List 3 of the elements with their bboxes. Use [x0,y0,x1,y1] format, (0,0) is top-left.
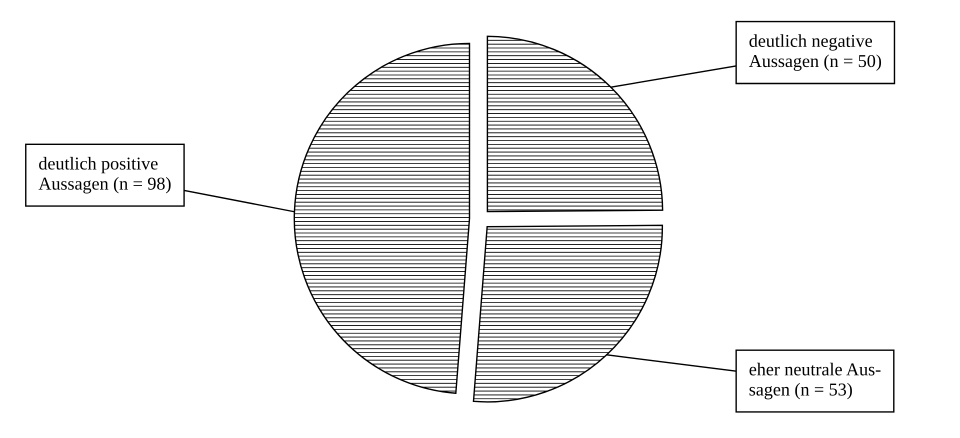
slice-label: deutlich negative Aussagen (n = 50) [748,34,882,71]
slice-label: eher neutrale Aus- sagen (n = 53) [750,362,880,400]
slice-label: deutlich positive Aussagen (n = 98) [38,156,171,194]
